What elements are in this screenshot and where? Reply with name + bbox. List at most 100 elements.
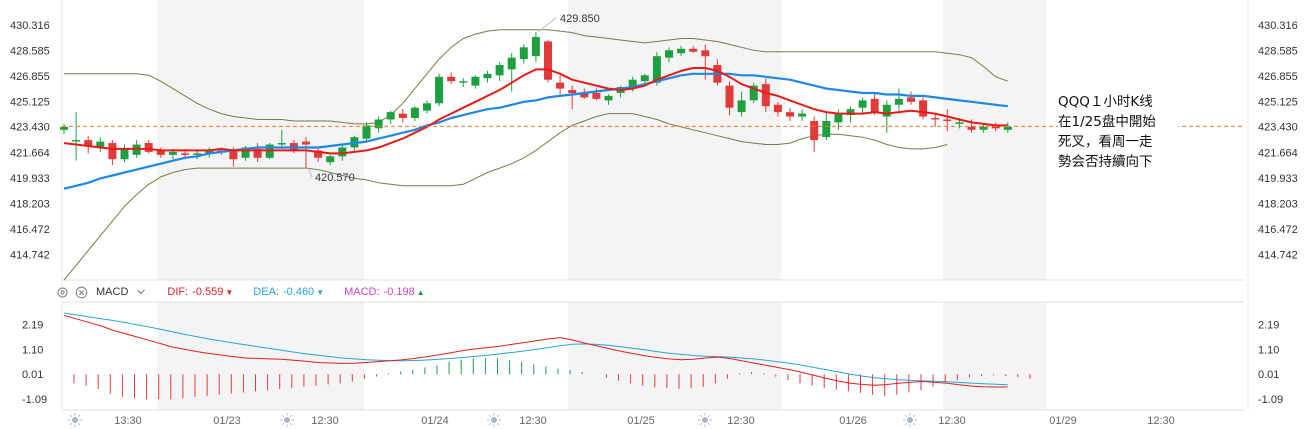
candle-body	[943, 119, 952, 121]
candle	[156, 147, 165, 158]
candle-body	[882, 104, 891, 117]
candle	[374, 116, 383, 133]
candle	[84, 135, 93, 154]
gear-icon[interactable]	[56, 286, 69, 299]
sun-icon	[903, 413, 917, 427]
candle	[761, 78, 770, 113]
x-tick-label: 13:30	[114, 415, 142, 427]
price-tag-bg	[1250, 118, 1307, 135]
candle	[556, 75, 565, 95]
candle-body	[447, 76, 456, 82]
x-tick-label: 01/26	[839, 415, 867, 427]
macd-y-tick-right: 1.10	[1258, 344, 1279, 356]
macd-value: -0.198	[383, 286, 415, 298]
candle-body	[423, 103, 431, 111]
candle-body	[737, 100, 746, 113]
candle	[495, 62, 504, 82]
candle	[507, 53, 516, 92]
dea-line	[63, 312, 1008, 386]
candle-body	[544, 41, 552, 80]
candle-body	[168, 151, 177, 155]
y-tick-label-left: 428.585	[10, 46, 50, 58]
candle-body	[386, 112, 395, 120]
macd-y-tick-left: 1.10	[22, 344, 43, 356]
candle	[979, 123, 988, 133]
candle-body	[749, 85, 758, 101]
candle-body	[314, 150, 323, 158]
candle	[108, 140, 117, 166]
candle-body	[108, 143, 117, 160]
candle	[943, 109, 952, 132]
candle-body	[652, 56, 661, 83]
session-band	[943, 0, 1046, 280]
candle	[531, 31, 540, 63]
candle-body	[84, 140, 93, 146]
candle-body	[193, 153, 202, 155]
y-tick-label-left: 414.742	[10, 249, 50, 261]
candle-body	[229, 150, 238, 160]
candle-body	[471, 76, 480, 86]
y-tick-label-left: 421.664	[10, 147, 50, 159]
candle-body	[144, 143, 153, 152]
candle-body	[894, 98, 903, 105]
candle-body	[241, 147, 250, 158]
x-tick-label: 01/29	[1049, 415, 1077, 427]
candle	[544, 39, 552, 83]
low-leader-line	[307, 167, 313, 178]
x-tick-label: 01/25	[627, 415, 655, 427]
candle-body	[72, 140, 81, 142]
candle	[326, 154, 335, 166]
candle	[410, 106, 419, 121]
candle-body	[955, 122, 964, 124]
candle	[689, 45, 698, 54]
candle-body	[495, 65, 504, 76]
candle-body	[398, 113, 407, 119]
candle-body	[701, 50, 710, 57]
candle-body	[846, 109, 855, 116]
y-tick-label-left: 416.472	[10, 224, 50, 236]
candle-body	[870, 98, 879, 113]
close-icon[interactable]	[75, 286, 88, 299]
dif-value: -0.559	[192, 286, 224, 298]
candle	[253, 143, 262, 163]
y-tick-label-right: 421.664	[1258, 147, 1298, 159]
price-tag-bg	[0, 118, 58, 135]
candle-body	[592, 92, 601, 99]
y-tick-label-left: 425.125	[10, 96, 50, 108]
candle	[725, 81, 734, 116]
candle-body	[277, 143, 286, 145]
indicator-toolbar: MACD DIF: -0.559 ▼ DEA: -0.460 ▼ MACD: -…	[56, 283, 425, 301]
candle	[314, 147, 323, 163]
macd-arrow: ▲	[416, 287, 425, 297]
indicator-name: MACD	[96, 286, 129, 298]
y-tick-label-left: 419.933	[10, 173, 50, 185]
y-tick-label-right: 430.316	[1258, 20, 1298, 32]
candle	[568, 85, 577, 110]
candle-body	[689, 48, 698, 52]
candle	[737, 91, 746, 117]
chevron-down-icon[interactable]	[134, 286, 147, 299]
candle-body	[810, 120, 819, 141]
candle	[120, 144, 129, 163]
candle-body	[628, 79, 637, 88]
candle	[435, 73, 444, 107]
session-band	[568, 0, 781, 280]
candle-body	[665, 50, 673, 58]
candle-body	[410, 107, 419, 119]
candle	[471, 75, 480, 89]
candle-body	[483, 73, 492, 79]
candle-body	[967, 126, 976, 130]
x-tick-label: 12:30	[727, 415, 755, 427]
candle-body	[725, 85, 734, 108]
annotation-line: 死叉，看周一走	[1058, 134, 1153, 150]
low-price-label: 420.570	[315, 172, 355, 184]
candle-body	[677, 48, 686, 54]
candle	[362, 122, 371, 142]
sun-icon	[280, 413, 294, 427]
y-tick-label-left: 430.316	[10, 20, 50, 32]
candle	[931, 113, 940, 127]
dea-arrow: ▼	[316, 287, 325, 297]
candle	[72, 112, 81, 161]
macd-y-tick-left: -1.09	[22, 394, 47, 406]
